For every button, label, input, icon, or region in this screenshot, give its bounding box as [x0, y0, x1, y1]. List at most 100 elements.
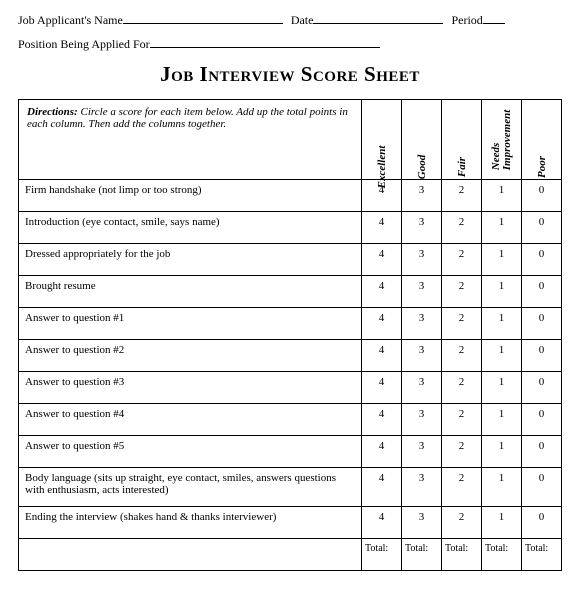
- score-cell[interactable]: 3: [402, 468, 442, 507]
- score-cell[interactable]: 1: [482, 244, 522, 276]
- score-cell[interactable]: 1: [482, 372, 522, 404]
- score-cell[interactable]: 3: [402, 212, 442, 244]
- score-cell[interactable]: 0: [522, 404, 562, 436]
- score-cell[interactable]: 4: [362, 404, 402, 436]
- total-row: Total: Total: Total: Total: Total:: [19, 539, 562, 571]
- score-cell[interactable]: 0: [522, 308, 562, 340]
- score-cell[interactable]: 4: [362, 212, 402, 244]
- score-cell[interactable]: 2: [442, 372, 482, 404]
- score-cell[interactable]: 4: [362, 244, 402, 276]
- score-cell[interactable]: 2: [442, 507, 482, 539]
- score-cell[interactable]: 1: [482, 404, 522, 436]
- header-line-2: Position Being Applied For: [18, 36, 562, 52]
- score-cell[interactable]: 2: [442, 212, 482, 244]
- score-cell[interactable]: 0: [522, 340, 562, 372]
- score-cell[interactable]: 3: [402, 276, 442, 308]
- total-cell[interactable]: Total:: [442, 539, 482, 571]
- score-cell[interactable]: 0: [522, 212, 562, 244]
- score-cell[interactable]: 3: [402, 507, 442, 539]
- score-cell[interactable]: 1: [482, 436, 522, 468]
- criteria-row: Answer to question #443210: [19, 404, 562, 436]
- score-cell[interactable]: 3: [402, 308, 442, 340]
- score-cell[interactable]: 2: [442, 308, 482, 340]
- score-cell[interactable]: 4: [362, 436, 402, 468]
- score-cell[interactable]: 0: [522, 507, 562, 539]
- score-cell[interactable]: 4: [362, 372, 402, 404]
- score-cell[interactable]: 3: [402, 372, 442, 404]
- total-blank-cell: [19, 539, 362, 571]
- total-cell[interactable]: Total:: [362, 539, 402, 571]
- criteria-label: Answer to question #3: [19, 372, 362, 404]
- score-cell[interactable]: 3: [402, 436, 442, 468]
- score-cell[interactable]: 1: [482, 276, 522, 308]
- col-header-poor: Poor: [522, 100, 562, 180]
- score-cell[interactable]: 3: [402, 244, 442, 276]
- criteria-label: Dressed appropriately for the job: [19, 244, 362, 276]
- col-header-good: Good: [402, 100, 442, 180]
- score-cell[interactable]: 0: [522, 436, 562, 468]
- position-label: Position Being Applied For: [18, 37, 150, 52]
- score-cell[interactable]: 3: [402, 404, 442, 436]
- score-cell[interactable]: 4: [362, 340, 402, 372]
- date-field: Date: [291, 12, 444, 28]
- position-blank[interactable]: [150, 36, 380, 48]
- score-cell[interactable]: 0: [522, 180, 562, 212]
- period-label: Period: [451, 13, 482, 28]
- total-cell[interactable]: Total:: [402, 539, 442, 571]
- applicant-name-blank[interactable]: [123, 12, 283, 24]
- score-cell[interactable]: 2: [442, 436, 482, 468]
- applicant-name-label: Job Applicant's Name: [18, 13, 123, 28]
- table-header-row: Directions: Circle a score for each item…: [19, 100, 562, 180]
- period-blank[interactable]: [483, 12, 505, 24]
- score-cell[interactable]: 1: [482, 468, 522, 507]
- score-cell[interactable]: 2: [442, 340, 482, 372]
- criteria-label: Answer to question #4: [19, 404, 362, 436]
- col-header-excellent: Excellent: [362, 100, 402, 180]
- score-cell[interactable]: 3: [402, 180, 442, 212]
- directions-cell: Directions: Circle a score for each item…: [19, 100, 362, 180]
- total-cell[interactable]: Total:: [522, 539, 562, 571]
- score-cell[interactable]: 2: [442, 276, 482, 308]
- criteria-label: Answer to question #2: [19, 340, 362, 372]
- score-cell[interactable]: 2: [442, 180, 482, 212]
- score-cell[interactable]: 2: [442, 468, 482, 507]
- score-table: Directions: Circle a score for each item…: [18, 99, 562, 571]
- criteria-row: Brought resume43210: [19, 276, 562, 308]
- score-cell[interactable]: 2: [442, 244, 482, 276]
- total-cell[interactable]: Total:: [482, 539, 522, 571]
- date-blank[interactable]: [313, 12, 443, 24]
- score-cell[interactable]: 4: [362, 468, 402, 507]
- score-cell[interactable]: 1: [482, 340, 522, 372]
- position-field: Position Being Applied For: [18, 36, 380, 52]
- criteria-row: Introduction (eye contact, smile, says n…: [19, 212, 562, 244]
- score-cell[interactable]: 4: [362, 276, 402, 308]
- criteria-label: Introduction (eye contact, smile, says n…: [19, 212, 362, 244]
- score-cell[interactable]: 1: [482, 507, 522, 539]
- directions-label: Directions:: [27, 106, 78, 118]
- criteria-row: Answer to question #543210: [19, 436, 562, 468]
- score-cell[interactable]: 0: [522, 276, 562, 308]
- score-cell[interactable]: 4: [362, 507, 402, 539]
- score-cell[interactable]: 2: [442, 404, 482, 436]
- score-cell[interactable]: 3: [402, 340, 442, 372]
- criteria-label: Firm handshake (not limp or too strong): [19, 180, 362, 212]
- criteria-label: Body language (sits up straight, eye con…: [19, 468, 362, 507]
- score-cell[interactable]: 0: [522, 468, 562, 507]
- criteria-row: Firm handshake (not limp or too strong)4…: [19, 180, 562, 212]
- score-cell[interactable]: 0: [522, 244, 562, 276]
- applicant-name-field: Job Applicant's Name: [18, 12, 283, 28]
- score-cell[interactable]: 4: [362, 308, 402, 340]
- col-header-fair: Fair: [442, 100, 482, 180]
- score-cell[interactable]: 1: [482, 212, 522, 244]
- header-line-1: Job Applicant's Name Date Period: [18, 12, 562, 28]
- criteria-row: Answer to question #143210: [19, 308, 562, 340]
- criteria-label: Answer to question #5: [19, 436, 362, 468]
- criteria-label: Answer to question #1: [19, 308, 362, 340]
- score-cell[interactable]: 1: [482, 180, 522, 212]
- score-cell[interactable]: 1: [482, 308, 522, 340]
- criteria-label: Brought resume: [19, 276, 362, 308]
- col-header-needs: NeedsImprovement: [482, 100, 522, 180]
- date-label: Date: [291, 13, 314, 28]
- criteria-row: Body language (sits up straight, eye con…: [19, 468, 562, 507]
- score-cell[interactable]: 0: [522, 372, 562, 404]
